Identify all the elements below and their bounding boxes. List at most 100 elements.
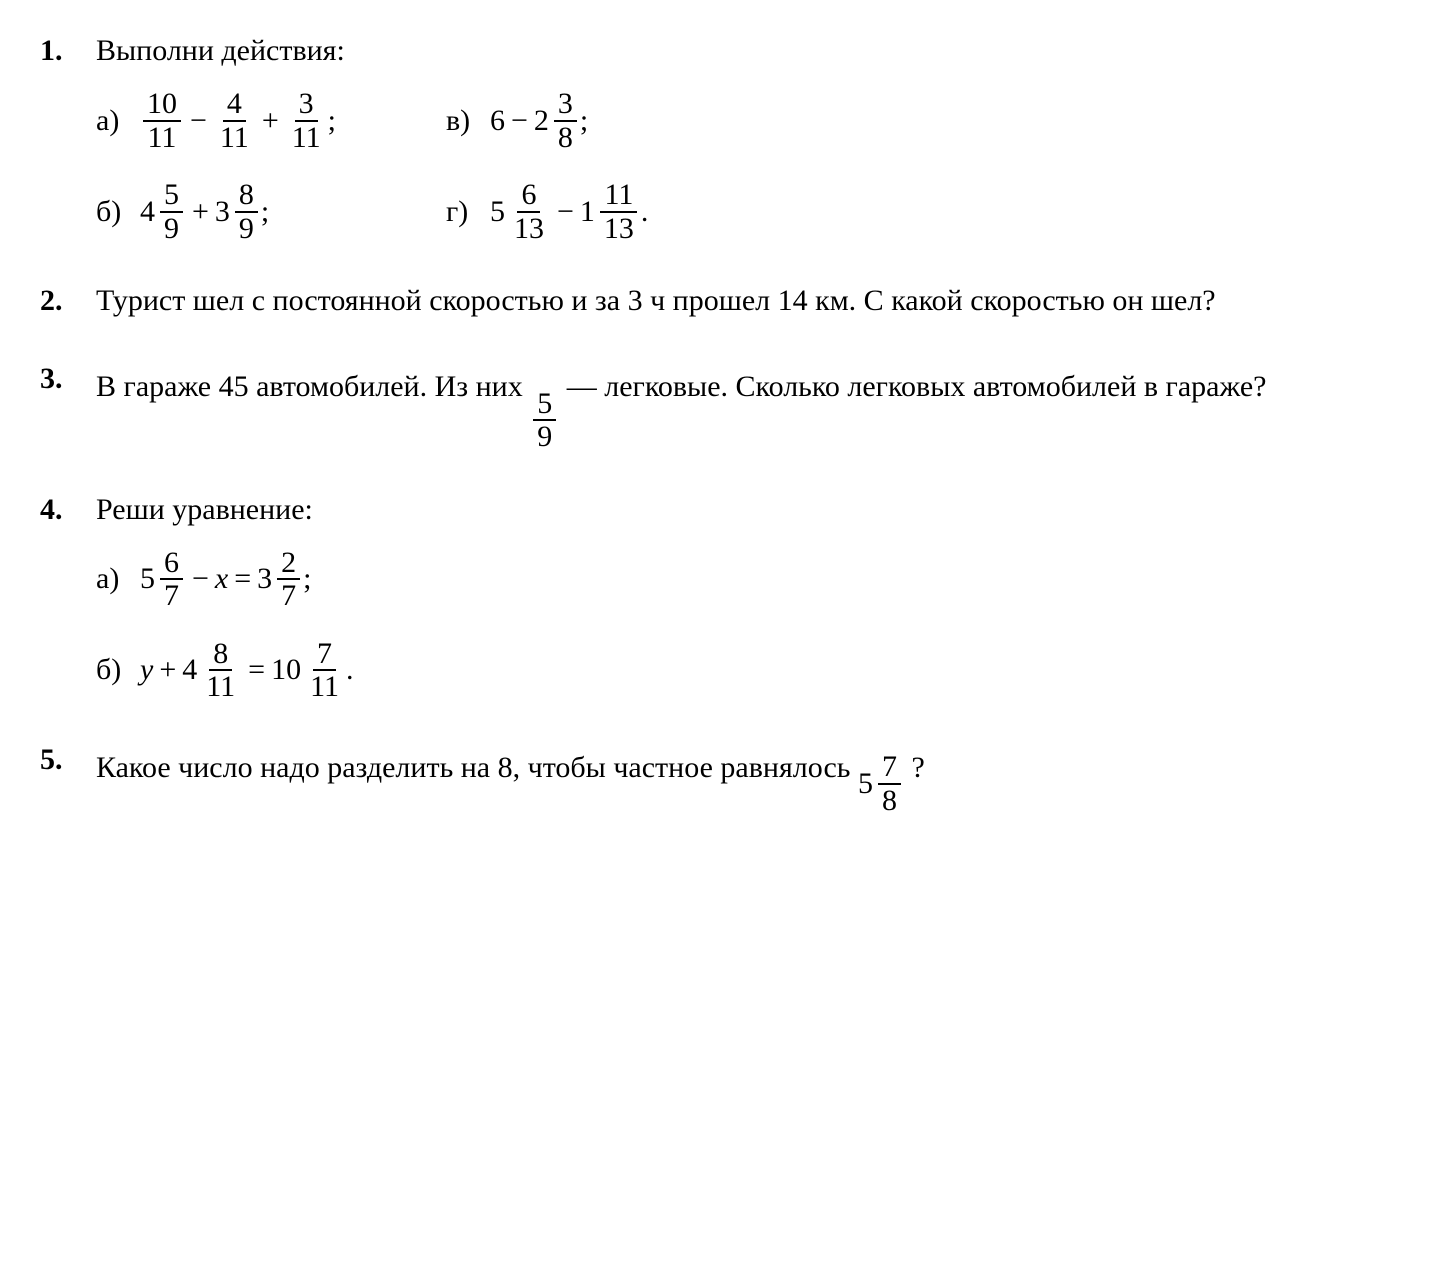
fraction: 7 8 [878,751,901,816]
numerator: 2 [277,547,300,581]
problem-4-item-b: б) y + 4 8 11 = 10 7 [96,638,1416,703]
mixed-number: 1 11 13 [580,179,641,244]
problem-body: Выполни действия: а) 10 11 − 4 11 [96,30,1416,244]
fraction: 10 11 [143,88,181,153]
problem-1-col-right: в) 6 − 2 3 8 ; [446,88,648,244]
problem-5: 5. Какое число надо разделить на 8, чтоб… [40,739,1416,817]
problem-number: 2. [40,280,96,322]
numerator: 7 [313,638,336,672]
problem-number: 5. [40,739,96,781]
problem-1-item-b: б) 4 5 9 + 3 8 [96,179,336,244]
fraction: 3 8 [554,88,577,153]
problem-4-items: а) 5 6 7 − x = 3 2 [96,547,1416,703]
operator-minus: − [505,100,534,142]
fraction: 8 9 [235,179,258,244]
whole-part: 3 [215,191,230,233]
fraction: 4 11 [216,88,253,153]
mixed-number: 2 3 8 [534,88,580,153]
numerator: 8 [235,179,258,213]
math-expression: 6 − 2 3 8 ; [490,88,588,153]
operator-minus: − [186,558,215,600]
problem-1-item-a: а) 10 11 − 4 11 + 3 [96,88,336,153]
problem-body: Какое число надо разделить на 8, чтобы ч… [96,739,1416,817]
problem-1: 1. Выполни действия: а) 10 11 − 4 [40,30,1416,244]
variable-y: y [140,649,153,691]
sub-label: а) [96,558,130,600]
problem-1-item-g: г) 5 6 13 − 1 11 [446,179,648,244]
numerator: 4 [223,88,246,122]
math-expression: 4 5 9 + 3 8 9 [140,179,269,244]
punctuation: . [641,191,649,233]
mixed-number: 5 7 8 [858,751,904,816]
math-expression: y + 4 8 11 = 10 7 11 [140,638,353,703]
numerator: 10 [143,88,181,122]
denominator: 9 [533,421,556,453]
operator-minus: − [551,191,580,233]
numerator: 11 [600,179,637,213]
numerator: 8 [209,638,232,672]
denominator: 7 [160,580,183,612]
denominator: 11 [288,122,325,154]
problem-body: В гараже 45 автомобилей. Из них 5 9 — ле… [96,358,1416,453]
mixed-number: 4 8 11 [182,638,242,703]
problem-number: 3. [40,358,96,400]
operator-equals: = [242,649,271,691]
math-expression: 5 6 7 − x = 3 2 7 [140,547,312,612]
punctuation: ; [303,558,311,600]
sub-label: б) [96,649,130,691]
denominator: 8 [554,122,577,154]
numerator: 3 [554,88,577,122]
sub-label: а) [96,100,130,142]
math-expression: 10 11 − 4 11 + 3 11 ; [140,88,336,153]
fraction: 8 11 [202,638,239,703]
fraction: 2 7 [277,547,300,612]
whole-part: 2 [534,100,549,142]
text-part: — легковые. Сколько легковых автомобилей… [567,370,1267,403]
mixed-number: 3 8 9 [215,179,261,244]
whole-part: 4 [182,649,197,691]
fraction: 5 9 [160,179,183,244]
sub-label: в) [446,100,480,142]
problem-1-columns: а) 10 11 − 4 11 + 3 [96,88,1416,244]
operator-plus: + [186,191,215,233]
math-expression: 5 6 13 − 1 11 13 [490,179,648,244]
denominator: 8 [878,785,901,817]
denominator: 13 [510,213,548,245]
mixed-number: 5 6 13 [490,179,551,244]
mixed-number: 5 6 7 [140,547,186,612]
denominator: 9 [235,213,258,245]
problem-body: Турист шел с постоянной скоростью и за 3… [96,280,1416,322]
numerator: 6 [517,179,540,213]
whole-part: 5 [140,558,155,600]
operator-plus: + [153,649,182,691]
punctuation: ; [261,191,269,233]
fraction: 7 11 [306,638,343,703]
denominator: 9 [160,213,183,245]
problem-number: 4. [40,489,96,531]
punctuation: . [346,649,354,691]
mixed-number: 3 2 7 [257,547,303,612]
denominator: 13 [600,213,638,245]
fraction: 11 13 [600,179,638,244]
text-part: Какое число надо разделить на 8, чтобы ч… [96,751,858,784]
integer: 6 [490,100,505,142]
punctuation: ; [328,100,336,142]
operator-plus: + [256,100,285,142]
whole-part: 10 [271,649,301,691]
whole-part: 3 [257,558,272,600]
denominator: 11 [306,671,343,703]
whole-part: 5 [490,191,505,233]
problem-1-item-v: в) 6 − 2 3 8 ; [446,88,648,153]
denominator: 11 [202,671,239,703]
problem-number: 1. [40,30,96,72]
sub-label: б) [96,191,130,233]
denominator: 11 [144,122,181,154]
numerator: 5 [160,179,183,213]
sub-label: г) [446,191,480,233]
text-part: В гараже 45 автомобилей. Из них [96,370,530,403]
operator-equals: = [228,558,257,600]
fraction: 5 9 [533,388,556,453]
variable-x: x [215,558,228,600]
whole-part: 4 [140,191,155,233]
denominator: 11 [216,122,253,154]
